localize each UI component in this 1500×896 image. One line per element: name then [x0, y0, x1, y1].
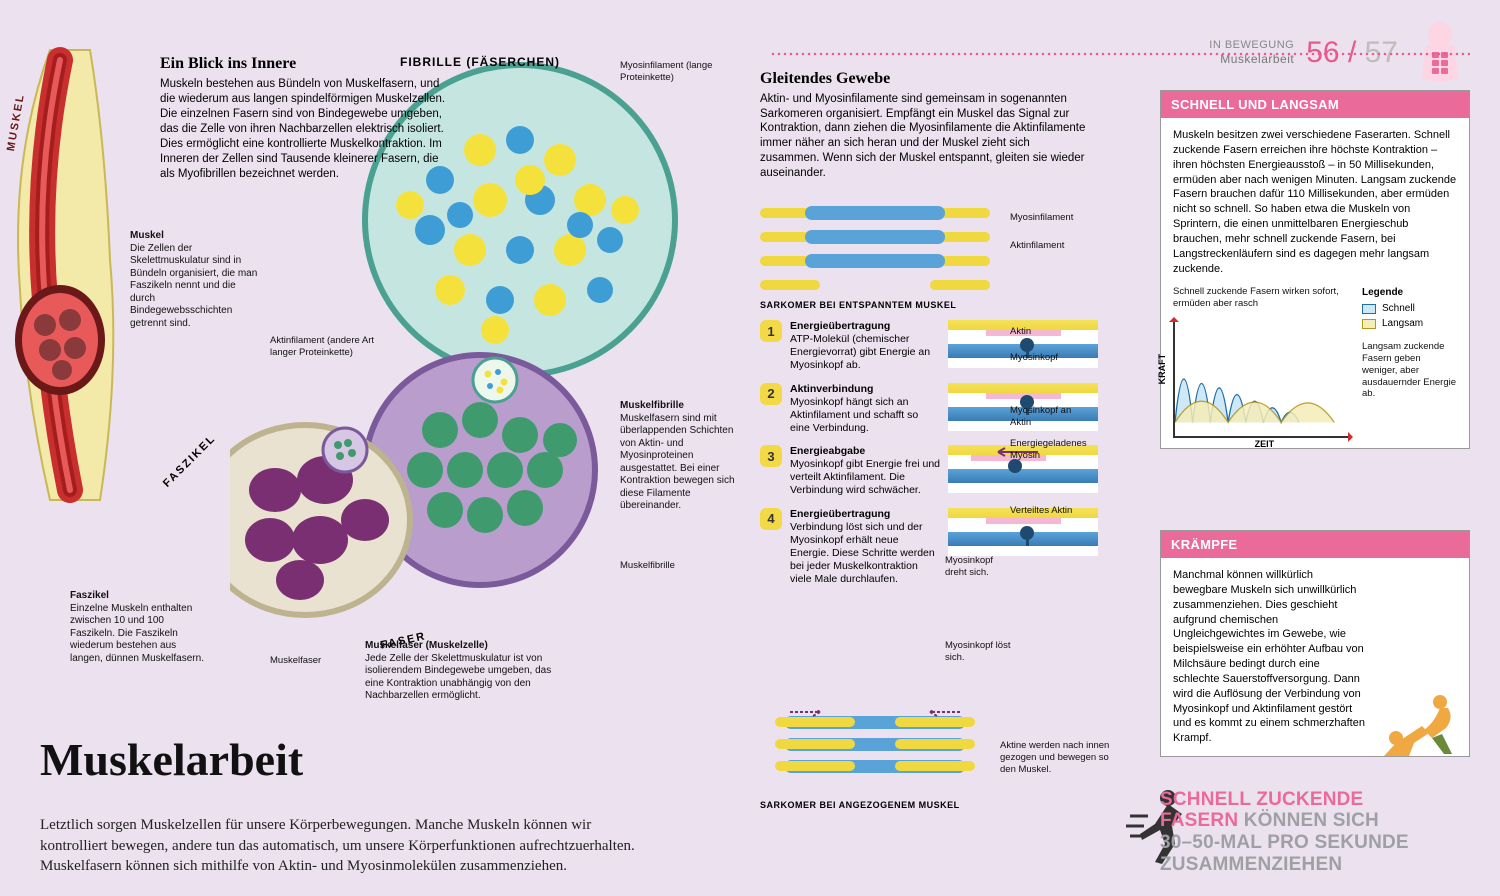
note-slow: Langsam zuckende Fasern geben weniger, a… [1362, 341, 1457, 400]
label-myosinfilament: Myosinfilament (lange Proteinkette) [620, 60, 740, 84]
step-body: Myosinkopf gibt Energie frei und verteil… [790, 458, 940, 496]
lbl-myohead: Myosinkopf [1010, 352, 1058, 364]
label-muskelfaser: Muskelfaser (Muskelzelle) Jede Zelle der… [365, 640, 565, 703]
fast-slow-chart: KRAFT ZEIT [1173, 318, 1352, 438]
sarkomer-contracted-diagram [760, 710, 990, 790]
sarkomer-relaxed-diagram [760, 200, 990, 295]
fact-l1a: SCHNELL ZUCKENDE [1160, 789, 1363, 810]
step-body: Verbindung löst sich und der Myosinkopf … [790, 521, 935, 586]
lbl-energ-myosin: Energiegeladenes Myosin [1010, 438, 1100, 462]
card-cramp-title: KRÄMPFE [1161, 531, 1469, 558]
blick-body: Muskeln bestehen aus Bündeln von Muskelf… [160, 77, 450, 182]
label-muskelfibrille: Muskelfibrille Muskelfasern sind mit übe… [620, 400, 740, 513]
blick-heading: Ein Blick ins Innere [160, 55, 450, 73]
label-muskelfaser-h: Muskelfaser (Muskelzelle) [365, 640, 565, 653]
step-number: 3 [760, 445, 782, 467]
label-muskelfibrille-ptr: Muskelfibrille [620, 560, 675, 572]
label-muskel: Muskel Die Zellen der Skelettmuskulatur … [130, 230, 260, 330]
lbl-loest: Myosinkopf löst sich. [945, 640, 1015, 664]
label-muskel-b: Die Zellen der Skelettmuskulatur sind in… [130, 243, 257, 329]
label-muskel-h: Muskel [130, 230, 260, 243]
gleit-section: Gleitendes Gewebe Aktin- und Myosinfilam… [760, 70, 1090, 180]
label-faszikel: Faszikel Einzelne Muskeln enthalten zwis… [70, 590, 210, 665]
legend-slow: Langsam [1362, 317, 1457, 331]
step-row: 1 Energieübertragung ATP-Molekül (chemis… [760, 320, 1100, 373]
card-fast-title: SCHNELL UND LANGSAM [1161, 91, 1469, 118]
step-number: 4 [760, 508, 782, 530]
main-blurb: Letztlich sorgen Muskelzellen für unsere… [40, 815, 660, 876]
label-muskelfaser-ptr: Muskelfaser [270, 655, 321, 667]
fast-twitch-fact: SCHNELL ZUCKENDE FASERN KÖNNEN SICH 30–5… [1160, 789, 1470, 876]
step-heading: Energieabgabe [790, 445, 940, 458]
label-muskelfaser-b: Jede Zelle der Skelettmuskulatur ist von… [365, 653, 551, 702]
step-heading: Energieübertragung [790, 508, 940, 521]
step-heading: Energieübertragung [790, 320, 940, 333]
step-text: Energieübertragung Verbindung löst sich … [790, 508, 940, 587]
lbl-verteiltes: Verteiltes Aktin [1010, 505, 1090, 517]
lbl-dreht: Myosinkopf dreht sich. [945, 555, 1015, 579]
lbl-aktinfilament: Aktinfilament [1010, 240, 1064, 252]
axis-x-label: ZEIT [1255, 438, 1275, 450]
cramp-figure-icon [1374, 688, 1464, 758]
label-muskelfibrille-h: Muskelfibrille [620, 400, 740, 413]
fact-l3: 30–50-MAL PRO SEKUNDE [1160, 832, 1409, 853]
card-fast-body: Muskeln besitzen zwei verschiedene Faser… [1173, 128, 1457, 276]
label-aktinfilament: Aktinfilament (andere Art langer Protein… [270, 335, 380, 359]
label-muskelfibrille-b: Muskelfasern sind mit überlappenden Schi… [620, 413, 735, 512]
blick-section: Ein Blick ins Innere Muskeln bestehen au… [160, 55, 450, 182]
lbl-myosinfilament: Myosinfilament [1010, 212, 1073, 224]
step-row: 4 Energieübertragung Verbindung löst sic… [760, 508, 1100, 587]
step-heading: Aktinverbindung [790, 383, 940, 396]
gleit-body: Aktin- und Myosinfilamente sind gemeinsa… [760, 92, 1090, 180]
header-section-name: IN BEWEGUNG [1209, 39, 1294, 51]
step-number: 1 [760, 320, 782, 342]
step-text: Energieübertragung ATP-Molekül (chemisch… [790, 320, 940, 373]
label-faszikel-h: Faszikel [70, 590, 210, 603]
fact-l1b: FASERN [1160, 810, 1238, 831]
sarko-relaxed-caption: SARKOMER BEI ENTSPANNTEM MUSKEL [760, 300, 956, 310]
fact-l4: ZUSAMMENZIEHEN [1160, 854, 1342, 875]
lbl-aktin-step1: Aktin [1010, 326, 1031, 338]
axis-y-label: KRAFT [1156, 354, 1168, 385]
lbl-myohead-actin: Myosinkopf an Aktin [1010, 405, 1090, 429]
step-text: Energieabgabe Myosinkopf gibt Energie fr… [790, 445, 940, 498]
label-faszikel-b: Einzelne Muskeln enthalten zwischen 10 u… [70, 603, 204, 664]
header-rule [770, 52, 1470, 56]
main-title: Muskelarbeit [40, 733, 303, 786]
card-fast-slow: SCHNELL UND LANGSAM Muskeln besitzen zwe… [1160, 90, 1470, 449]
step-number: 2 [760, 383, 782, 405]
legend-title: Legende [1362, 286, 1457, 300]
lbl-nach-innen: Aktine werden nach innen gezogen und bew… [1000, 740, 1110, 776]
fact-l2: KÖNNEN SICH [1244, 810, 1379, 831]
step-body: ATP-Molekül (chemischer Energievorrat) g… [790, 333, 930, 371]
note-fast: Schnell zuckende Fasern wirken sofort, e… [1173, 286, 1352, 310]
step-text: Aktinverbindung Myosinkopf hängt sich an… [790, 383, 940, 436]
step-body: Myosinkopf hängt sich an Aktinfilament u… [790, 396, 918, 434]
sarko-contracted-caption: SARKOMER BEI ANGEZOGENEM MUSKEL [760, 800, 960, 810]
legend-fast: Schnell [1362, 302, 1457, 316]
gleit-heading: Gleitendes Gewebe [760, 70, 1090, 88]
